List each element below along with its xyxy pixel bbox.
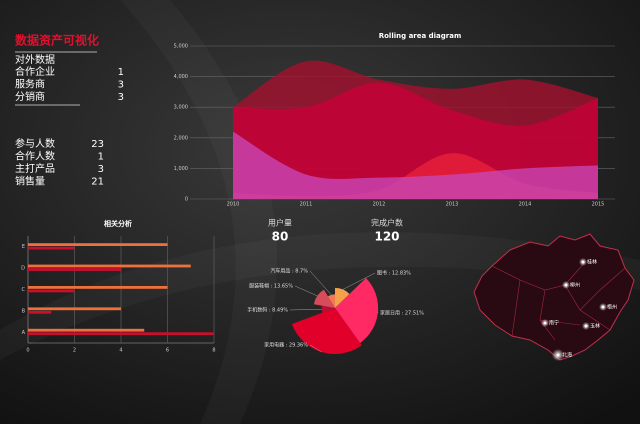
pie-label: 手机数码 : 8.49% [247,307,288,314]
y-tick-label: 3,000 [174,105,188,111]
y-tick-label: A [22,330,26,336]
pie-label: 家居日用 : 27.51% [380,310,424,317]
stat-label: 合作企业 [15,65,55,78]
pie-label: 图书 : 12.83% [377,270,411,277]
city-label: 玉林 [590,323,600,330]
bar [28,332,214,336]
city-dot [581,260,585,264]
x-tick-label: 6 [166,348,169,354]
subtitle: 对外数据 [15,53,55,66]
area [233,131,598,199]
leader-line [309,344,322,353]
pie-slice [321,305,335,313]
stat-value: 21 [91,177,104,188]
bar [28,268,121,271]
pie-slice [327,294,335,308]
city-dot [564,283,568,287]
y-tick-label: 5,000 [174,44,188,50]
x-tick-label: 2 [73,348,76,354]
stat-label: 服务商 [15,78,45,91]
x-tick-label: 2014 [519,202,532,208]
x-tick-label: 0 [26,348,29,354]
stat-value: 3 [98,164,104,175]
bar [28,246,75,250]
x-tick-label: 2015 [592,202,605,208]
leader-line [342,272,376,290]
pie-slice [313,289,335,308]
x-tick-label: 2013 [446,202,459,208]
bar [28,310,52,314]
leader-line [294,285,318,297]
x-tick-label: 2011 [300,202,313,208]
stat-value: 23 [91,139,104,150]
x-tick-label: 2012 [373,202,386,208]
stat-label: 合作人数 [15,150,55,163]
leader-line [309,270,332,296]
kpi-value: 120 [374,230,399,244]
bar [28,307,121,311]
city-label: 梧州 [607,304,617,311]
x-tick-label: 2010 [227,202,240,208]
y-tick-label: D [21,266,25,272]
chart-title: 相关分析 [104,219,132,228]
y-tick-label: 0 [185,197,188,203]
y-tick-label: B [22,308,26,314]
pie-label: 服装鞋帽 : 13.65% [249,283,293,290]
kpi-value: 80 [272,230,289,244]
city-label: 南宁 [549,320,559,327]
x-tick-label: 8 [212,348,215,354]
stat-label: 主打产品 [15,162,55,175]
map [473,233,635,361]
left-panel: 数据资产可视化 对外数据 [15,33,99,106]
chart-title: Rolling area diagram [379,32,462,40]
bar [28,289,75,293]
stat-label: 参与人数 [15,137,55,150]
pie-slice [335,287,350,308]
pie-slice [335,278,379,344]
city-dot [543,321,547,325]
bar [28,286,168,289]
city-label: 桂林 [587,259,597,266]
stat-value: 3 [118,92,124,103]
stat-value: 1 [98,152,104,163]
stat-value: 1 [118,67,124,78]
y-tick-label: 2,000 [174,135,188,141]
y-tick-label: 4,000 [174,74,188,80]
bar [28,264,191,268]
city-label: 柳州 [570,282,580,289]
pie-slice [291,308,362,354]
city-dot [556,353,560,357]
y-tick-label: E [22,244,25,250]
bar [28,243,168,246]
stat-label: 分销商 [15,90,45,103]
map-border [491,261,626,341]
title: 数据资产可视化 [15,33,99,48]
y-tick-label: C [22,287,26,293]
pie-label: 家用电器 : 29.36% [264,342,308,349]
city-dot [584,324,588,328]
pie-label: 汽车用品 : 8.7% [270,268,308,275]
bar [28,328,145,332]
y-tick-label: 1,000 [174,166,188,172]
kpi-label: 完成户数 [371,218,403,228]
leader-line [289,309,322,311]
stat-value: 3 [118,80,124,91]
city-label: 北海 [562,352,572,359]
map-region [473,233,635,361]
stat-label: 销售量 [15,175,45,188]
city-dot [601,305,605,309]
kpi-label: 用户量 [268,218,292,228]
x-tick-label: 4 [119,348,122,354]
